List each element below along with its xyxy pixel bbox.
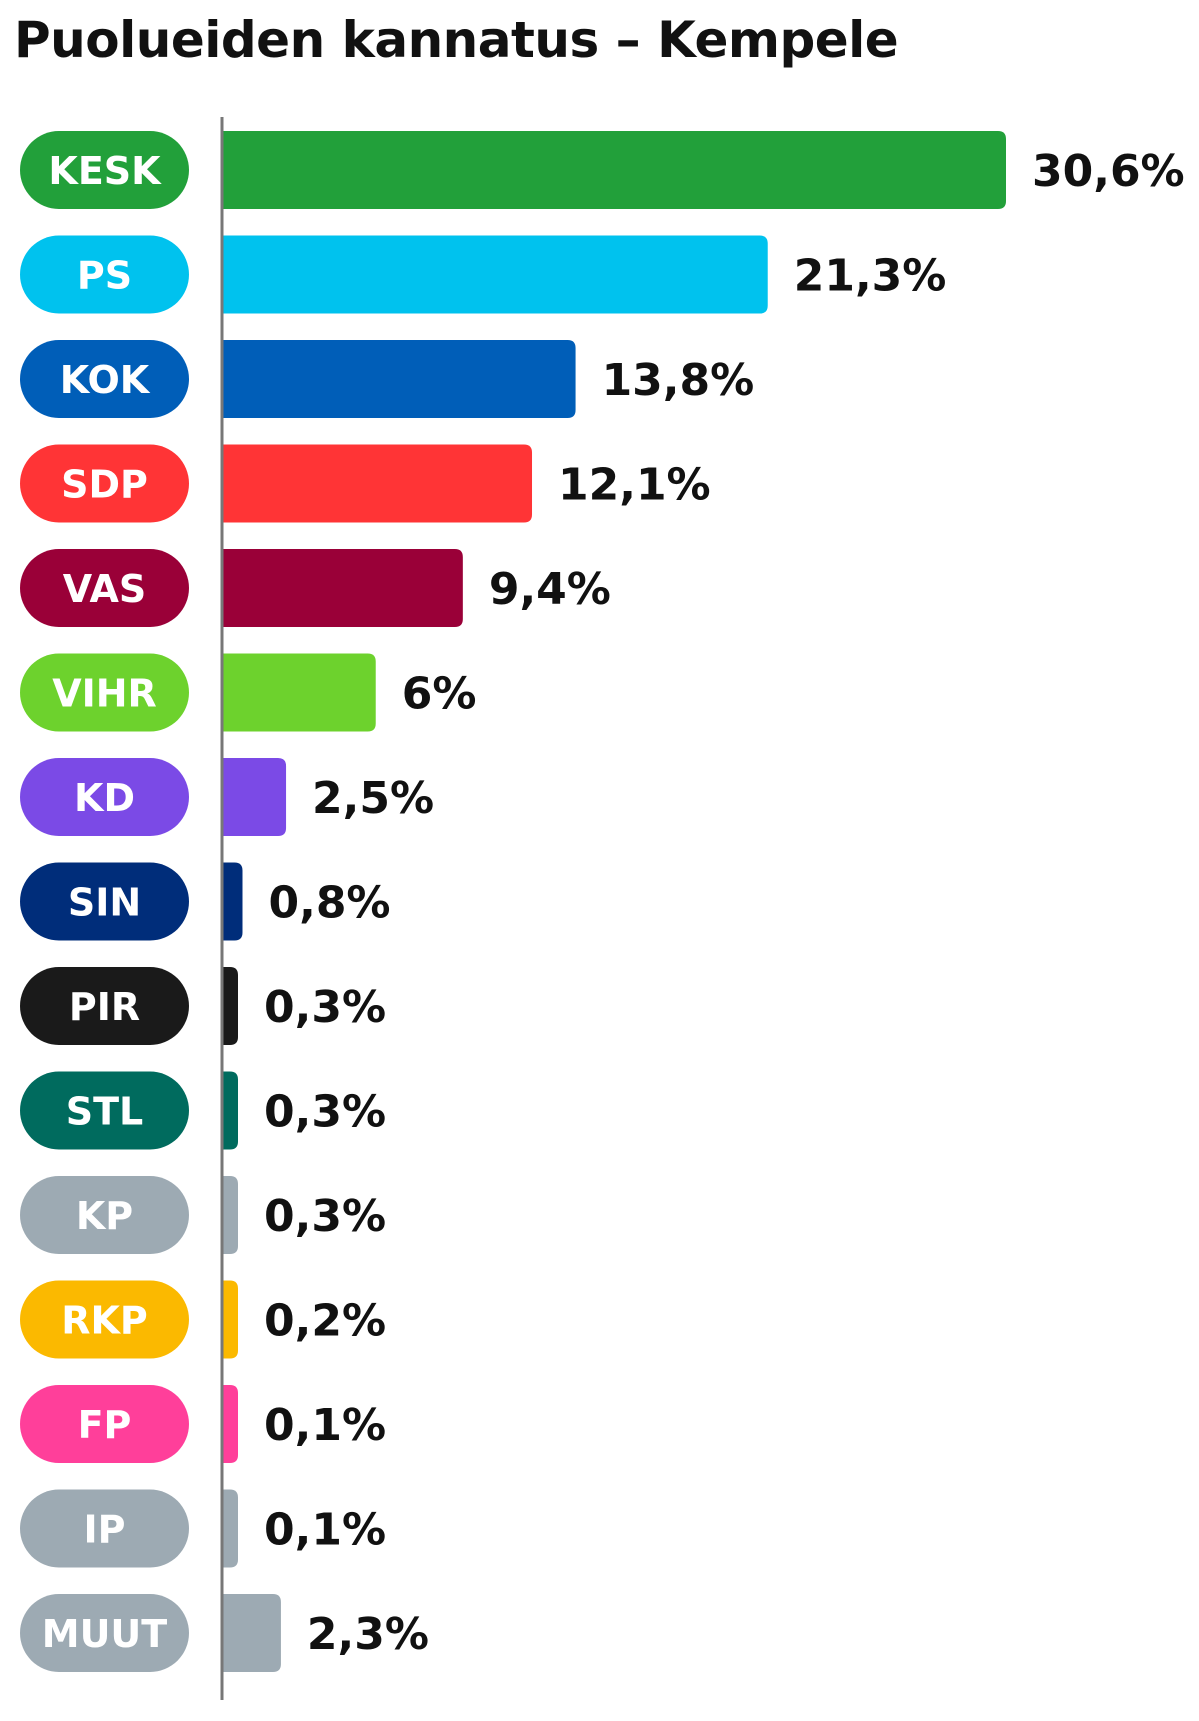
value-label-ip: 0,1% xyxy=(264,1505,386,1556)
bar-pir xyxy=(222,967,238,1045)
value-label-pir: 0,3% xyxy=(264,982,386,1033)
bar-kok xyxy=(222,340,576,418)
value-label-stl: 0,3% xyxy=(264,1087,386,1138)
category-label-kd: KD xyxy=(74,776,135,820)
bar-kesk xyxy=(222,131,1006,209)
category-label-rkp: RKP xyxy=(61,1299,148,1343)
value-label-vihr: 6% xyxy=(402,669,477,720)
bar-sdp xyxy=(222,444,533,523)
value-label-vas: 9,4% xyxy=(489,564,611,615)
category-label-sin: SIN xyxy=(68,881,141,925)
bar-vihr xyxy=(222,653,376,732)
value-label-rkp: 0,2% xyxy=(264,1296,386,1347)
bar-vas xyxy=(222,549,463,627)
value-label-sin: 0,8% xyxy=(268,878,390,929)
party-pill-ps xyxy=(20,235,189,314)
party-pill-kok xyxy=(20,340,189,418)
category-label-kok: KOK xyxy=(60,358,151,402)
value-label-ps: 21,3% xyxy=(794,251,947,302)
value-label-muut: 2,3% xyxy=(307,1609,429,1660)
party-pill-stl xyxy=(20,1071,189,1150)
category-label-vihr: VIHR xyxy=(52,672,157,716)
category-label-kesk: KESK xyxy=(48,149,162,193)
party-pill-rkp xyxy=(20,1280,189,1359)
value-label-kd: 2,5% xyxy=(312,773,434,824)
chart-title: Puolueiden kannatus – Kempele xyxy=(14,11,899,69)
value-label-kok: 13,8% xyxy=(602,355,755,406)
bar-rkp xyxy=(222,1280,238,1359)
bar-ps xyxy=(222,235,768,314)
value-label-sdp: 12,1% xyxy=(558,460,711,511)
category-label-kp: KP xyxy=(76,1194,133,1238)
bar-kd xyxy=(222,758,287,836)
party-pill-sdp xyxy=(20,444,189,523)
party-pill-kesk xyxy=(20,131,189,209)
category-label-pir: PIR xyxy=(69,985,140,1029)
category-label-ps: PS xyxy=(77,254,132,298)
bar-ip xyxy=(222,1489,238,1568)
party-pill-fp xyxy=(20,1385,189,1463)
party-pill-sin xyxy=(20,862,189,941)
category-label-muut: MUUT xyxy=(42,1612,168,1656)
bar-muut xyxy=(222,1594,281,1672)
bar-stl xyxy=(222,1071,238,1150)
bar-sin xyxy=(222,862,243,941)
value-label-kp: 0,3% xyxy=(264,1191,386,1242)
category-label-vas: VAS xyxy=(63,567,147,611)
party-pill-muut xyxy=(20,1594,189,1672)
party-pill-ip xyxy=(20,1489,189,1568)
party-pill-kd xyxy=(20,758,189,836)
party-pill-pir xyxy=(20,967,189,1045)
bar-fp xyxy=(222,1385,238,1463)
value-label-fp: 0,1% xyxy=(264,1400,386,1451)
party-pill-vas xyxy=(20,549,189,627)
category-label-fp: FP xyxy=(78,1403,132,1447)
category-label-ip: IP xyxy=(84,1508,126,1552)
category-label-sdp: SDP xyxy=(61,463,148,507)
party-pill-vihr xyxy=(20,653,189,732)
category-label-stl: STL xyxy=(66,1090,144,1134)
value-label-kesk: 30,6% xyxy=(1032,146,1185,197)
bar-kp xyxy=(222,1176,238,1254)
party-pill-kp xyxy=(20,1176,189,1254)
